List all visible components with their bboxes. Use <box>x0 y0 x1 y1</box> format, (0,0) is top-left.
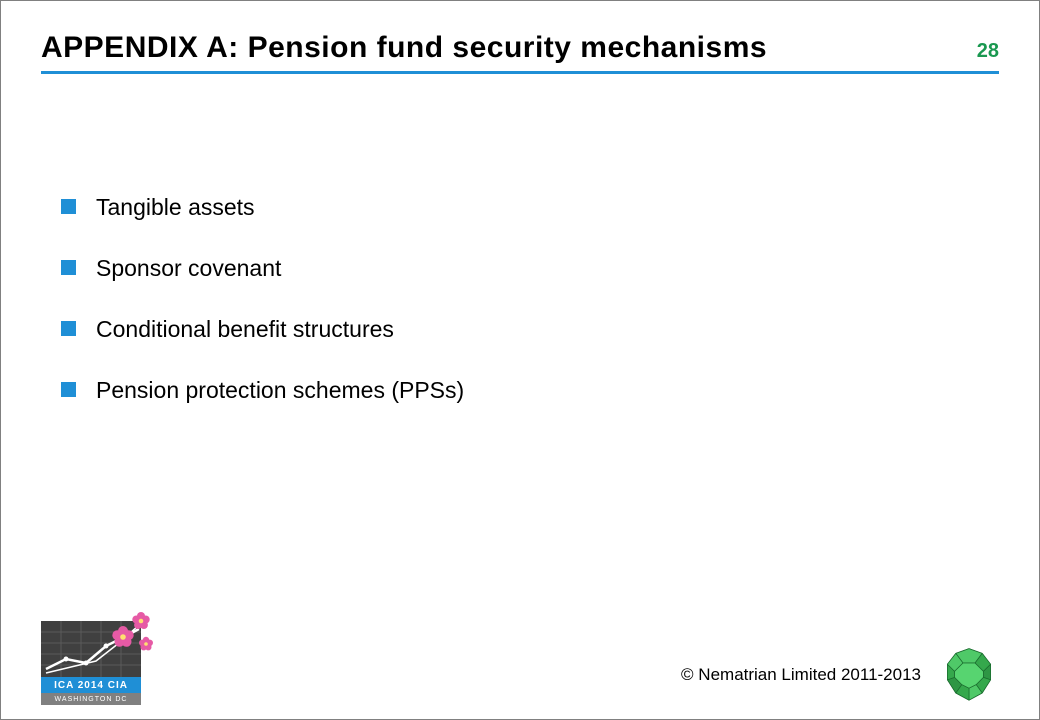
bullet-square-icon <box>61 382 76 397</box>
bullet-item: Sponsor covenant <box>61 255 999 282</box>
ica-sub-label: WASHINGTON DC <box>55 696 128 703</box>
bullet-text: Sponsor covenant <box>96 255 281 282</box>
bullet-text: Conditional benefit structures <box>96 316 394 343</box>
footer-left: ICA 2014 CIA WASHINGTON DC <box>41 621 141 705</box>
bullet-square-icon <box>61 321 76 336</box>
ica-logo: ICA 2014 CIA WASHINGTON DC <box>41 621 141 705</box>
ica-bar-text: ICA 2014 CIA <box>41 677 141 693</box>
nematrian-logo-icon <box>939 645 999 705</box>
slide-title: APPENDIX A: Pension fund security mechan… <box>41 31 767 65</box>
bullet-item: Conditional benefit structures <box>61 316 999 343</box>
content-area: Tangible assets Sponsor covenant Conditi… <box>41 74 999 404</box>
bullet-square-icon <box>61 260 76 275</box>
footer: ICA 2014 CIA WASHINGTON DC © Nematrian L… <box>41 621 999 705</box>
ica-chart-icon <box>41 621 141 677</box>
copyright-text: © Nematrian Limited 2011-2013 <box>681 665 921 685</box>
bullet-item: Pension protection schemes (PPSs) <box>61 377 999 404</box>
bullet-item: Tangible assets <box>61 194 999 221</box>
bullet-square-icon <box>61 199 76 214</box>
footer-right: © Nematrian Limited 2011-2013 <box>681 645 999 705</box>
header: APPENDIX A: Pension fund security mechan… <box>41 31 999 74</box>
bullet-text: Tangible assets <box>96 194 255 221</box>
ica-sub-text: WASHINGTON DC <box>41 693 141 705</box>
bullet-text: Pension protection schemes (PPSs) <box>96 377 464 404</box>
ica-bar-label: ICA 2014 CIA <box>54 680 128 691</box>
page-number: 28 <box>977 40 999 63</box>
slide: APPENDIX A: Pension fund security mechan… <box>1 1 1039 719</box>
flower-icon <box>109 609 159 659</box>
